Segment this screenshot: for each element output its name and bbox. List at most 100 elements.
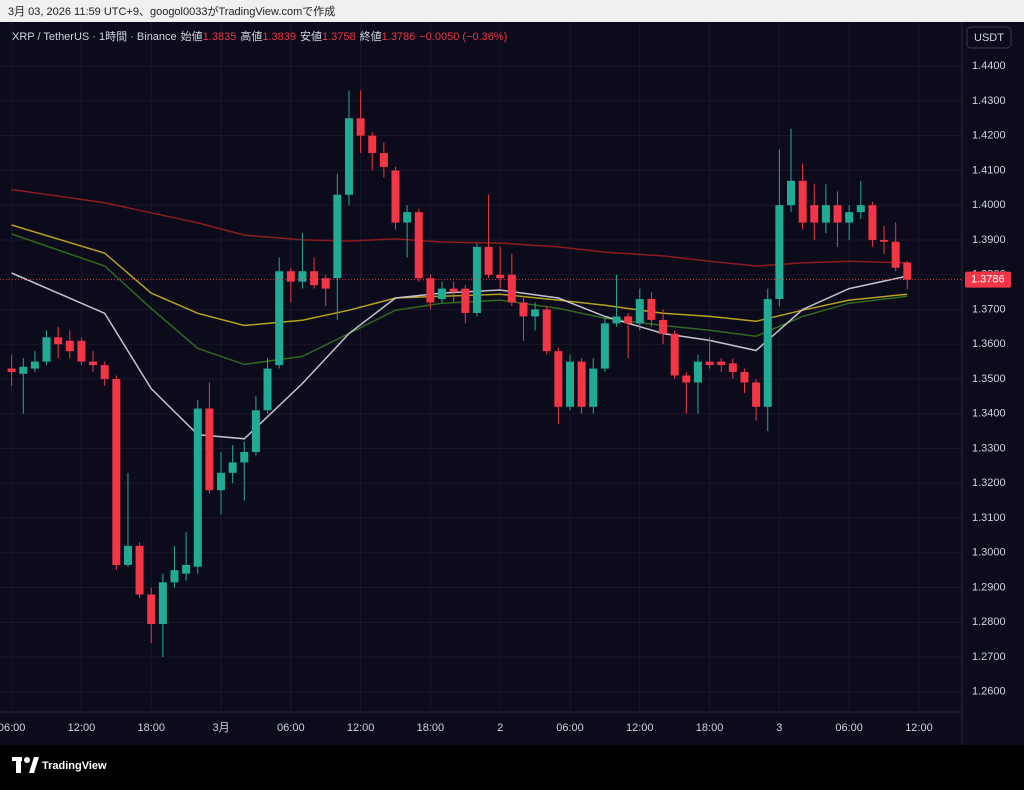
x-tick-label: 06:00 [0,722,25,734]
candle-body [65,340,74,352]
caption: 3月 03, 2026 11:59 UTC+9、googol0033がTradi… [8,4,335,18]
candle-body [54,337,63,345]
candle-body [577,361,586,407]
candle-body [193,408,202,567]
candle-body [554,351,563,407]
candle-body [449,288,458,293]
candle-body [135,545,144,595]
candle-body [542,309,551,352]
candle-body [624,316,633,324]
candle-body [705,361,714,366]
y-tick-label: 1.3500 [972,373,1006,385]
candle-body [356,118,365,136]
candle-body [717,361,726,366]
y-tick-label: 1.3000 [972,547,1006,559]
candle-body [30,361,39,369]
grid [0,22,962,712]
y-tick-label: 1.3600 [972,338,1006,350]
candle-body [391,170,400,223]
candle-body [100,365,109,379]
brand-logo [12,757,39,773]
low-value: 1.3758 [322,31,356,43]
x-tick-label: 12:00 [347,722,375,734]
low-label: 安値 [300,29,322,43]
candle-body [217,472,226,491]
candle-body [19,366,28,374]
y-tick-label: 1.3700 [972,303,1006,315]
legend: XRP / TetherUS · 1時間 · Binance 始値1.3835 高値… [12,29,507,43]
x-tick-label: 12:00 [626,722,654,734]
plot [0,90,962,658]
candle-body [205,408,214,491]
candle-body [379,153,388,167]
y-tick-label: 1.2800 [972,616,1006,628]
y-tick-label: 1.2600 [972,686,1006,698]
candle-body [42,337,51,362]
candle-body [438,288,447,300]
currency-button[interactable] [966,26,1012,49]
candle-body [798,180,807,223]
brand: TradingView [42,760,107,772]
candle-body [833,205,842,223]
y-tick-label: 1.2900 [972,581,1006,593]
x-tick-label: 3 [776,722,782,734]
x-tick-label: 3月 [212,722,229,734]
x-tick-label: 12:00 [905,722,933,734]
candle-body [880,239,889,242]
candle-body [810,205,819,223]
candle-body [868,205,877,240]
candle-body [298,271,307,282]
candle-body [112,378,121,565]
candle-body [251,410,260,452]
candle-body [787,180,796,206]
y-tick-label: 1.3400 [972,408,1006,420]
candle-body [647,299,656,320]
candle-body [158,582,167,625]
candle-body [682,375,691,383]
candle-body [426,278,435,303]
candle-body [321,278,330,289]
candle-body [821,205,830,223]
candle-body [845,212,854,223]
close-value: 1.3786 [382,31,416,43]
candle-body [670,333,679,376]
candle-body [891,241,900,268]
x-tick-label: 12:00 [68,722,96,734]
candle-body [147,594,156,625]
candle-body [461,288,470,313]
x-tick-label: 18:00 [417,722,445,734]
last-price-label: 1.3786 [971,273,1005,285]
last-price-box [965,271,1011,288]
candle-body [856,205,865,213]
candle-body [612,316,621,324]
candle-body [531,309,540,317]
x-tick-label: 2 [497,722,503,734]
y-tick-label: 1.4200 [972,130,1006,142]
candle-body [344,118,353,195]
y-tick-label: 1.3200 [972,477,1006,489]
candle-body [635,299,644,324]
candle-body [368,135,377,154]
x-tick-label: 06:00 [277,722,305,734]
open-label: 始値 [181,29,203,43]
x-tick-label: 18:00 [137,722,165,734]
candle-body [240,451,249,463]
candle-body [659,319,668,334]
logo-dot [24,757,30,763]
high-label: 高値 [240,29,262,43]
logo-slash [29,757,39,773]
y-tick-label: 1.4400 [972,60,1006,72]
x-tick-label: 06:00 [556,722,584,734]
moving-average [11,188,908,267]
candle-body [333,194,342,279]
change: −0.0050 (−0.36%) [419,31,507,43]
candle-body [263,368,272,411]
close-label: 終値 [360,29,382,43]
candle-body [170,570,179,583]
x-tick-label: 06:00 [835,722,863,734]
chart-panel [0,22,1024,745]
candle-body [752,382,761,407]
currency[interactable]: USDT [974,32,1004,44]
candle-body [228,462,237,473]
